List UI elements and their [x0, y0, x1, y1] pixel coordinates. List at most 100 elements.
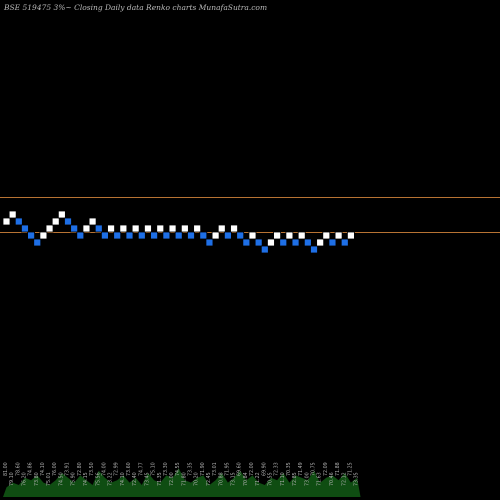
bottom-label-8: 76.00 [52, 462, 58, 476]
renko-brick-30 [187, 231, 195, 240]
bottom-label-41: 71.22 [255, 472, 261, 486]
bottom-label-53: 70.46 [329, 472, 335, 486]
bottom-label-38: 69.60 [237, 462, 243, 476]
renko-brick-17 [107, 224, 115, 233]
bottom-label-28: 74.55 [175, 462, 181, 476]
bottom-label-34: 73.01 [212, 462, 218, 476]
bottom-label-37: 73.15 [231, 472, 237, 486]
bottom-label-57: 73.35 [354, 472, 360, 486]
renko-brick-25 [156, 224, 165, 233]
renko-brick-43 [267, 238, 275, 247]
bottom-label-43: 70.55 [267, 472, 273, 486]
bottom-label-3: 76.20 [21, 472, 27, 486]
renko-brick-18 [113, 231, 122, 240]
bottom-label-46: 70.35 [286, 462, 292, 476]
renko-brick-44 [273, 231, 282, 240]
bottom-label-39: 70.84 [243, 472, 249, 486]
renko-brick-39 [242, 238, 251, 247]
bottom-label-48: 71.49 [298, 462, 304, 476]
renko-brick-31 [193, 224, 202, 233]
bottom-label-24: 75.10 [151, 462, 157, 476]
bottom-label-50: 70.75 [311, 462, 317, 476]
bottom-label-20: 73.60 [126, 462, 132, 476]
renko-brick-33 [205, 238, 214, 247]
bottom-label-11: 75.90 [71, 472, 77, 486]
bottom-label-1: 79.10 [9, 472, 15, 486]
renko-brick-0 [2, 217, 11, 226]
bottom-label-16: 74.00 [101, 462, 107, 476]
renko-brick-13 [82, 224, 91, 233]
renko-brick-11 [70, 224, 79, 233]
renko-brick-9 [57, 210, 66, 219]
renko-brick-42 [260, 245, 269, 254]
bottom-label-4: 74.86 [28, 462, 34, 476]
renko-brick-7 [45, 224, 54, 233]
bottom-label-52: 72.09 [323, 462, 329, 476]
bottom-label-55: 72.12 [341, 472, 347, 486]
renko-brick-47 [291, 238, 300, 247]
renko-brick-40 [248, 231, 257, 240]
bottom-label-18: 72.99 [114, 462, 120, 476]
renko-brick-56 [346, 231, 355, 240]
bottom-label-17: 73.22 [108, 472, 114, 486]
renko-brick-53 [328, 238, 337, 247]
renko-brick-15 [94, 224, 103, 233]
chart-title: BSE 519475 3%~ Closing Daily data Renko … [4, 3, 268, 12]
renko-brick-37 [230, 224, 238, 233]
bottom-label-33: 72.45 [206, 472, 212, 486]
renko-brick-4 [27, 231, 36, 240]
renko-brick-22 [137, 231, 146, 240]
bottom-label-12: 72.80 [77, 462, 83, 476]
renko-brick-46 [285, 231, 294, 240]
renko-brick-20 [125, 231, 134, 240]
renko-brick-14 [88, 217, 97, 226]
renko-brick-48 [297, 231, 306, 240]
bottom-label-35: 70.88 [218, 472, 224, 486]
bottom-label-14: 73.50 [89, 462, 95, 476]
renko-brick-38 [236, 231, 245, 240]
bottom-labels: 81.0079.1078.6076.2074.8673.8074.1075.01… [3, 462, 360, 486]
bottom-label-42: 69.90 [261, 462, 267, 476]
renko-brick-52 [322, 231, 331, 240]
renko-brick-41 [254, 238, 263, 247]
renko-brick-2 [14, 217, 23, 226]
bottom-label-54: 71.88 [335, 462, 341, 476]
bottom-label-45: 71.10 [280, 472, 286, 486]
renko-brick-24 [150, 231, 159, 240]
bottom-label-27: 72.00 [169, 472, 175, 486]
bottom-label-15: 75.56 [95, 472, 101, 486]
bottom-label-26: 73.30 [163, 462, 169, 476]
bottom-label-51: 71.63 [317, 472, 323, 486]
bottom-label-13: 74.15 [83, 472, 89, 486]
renko-brick-32 [199, 231, 208, 240]
volume-shape [3, 468, 361, 497]
bottom-label-36: 71.95 [224, 462, 230, 476]
renko-brick-35 [217, 224, 226, 233]
renko-brick-27 [168, 224, 177, 233]
renko-brick-8 [51, 217, 60, 226]
renko-brick-21 [131, 224, 140, 233]
volume-area [3, 468, 361, 497]
renko-brick-12 [76, 231, 85, 240]
bottom-label-7: 75.01 [46, 472, 52, 486]
bottom-label-47: 72.85 [292, 472, 298, 486]
renko-brick-34 [211, 231, 220, 240]
bottom-label-22: 74.77 [138, 462, 144, 476]
bottom-label-44: 72.33 [274, 462, 280, 476]
bottom-label-49: 73.00 [304, 472, 310, 486]
bottom-label-31: 70.20 [194, 472, 200, 486]
renko-brick-29 [180, 224, 189, 233]
bottom-label-9: 74.50 [58, 472, 64, 486]
bottom-label-30: 73.35 [188, 462, 194, 476]
renko-brick-6 [39, 231, 48, 240]
renko-brick-54 [334, 231, 343, 240]
renko-brick-26 [162, 231, 171, 240]
renko-brick-3 [21, 224, 29, 233]
renko-brick-5 [33, 238, 42, 247]
bottom-label-29: 71.80 [181, 472, 187, 486]
renko-brick-10 [64, 217, 72, 226]
bottom-label-23: 73.45 [144, 472, 150, 486]
bottom-label-2: 78.60 [15, 462, 21, 476]
